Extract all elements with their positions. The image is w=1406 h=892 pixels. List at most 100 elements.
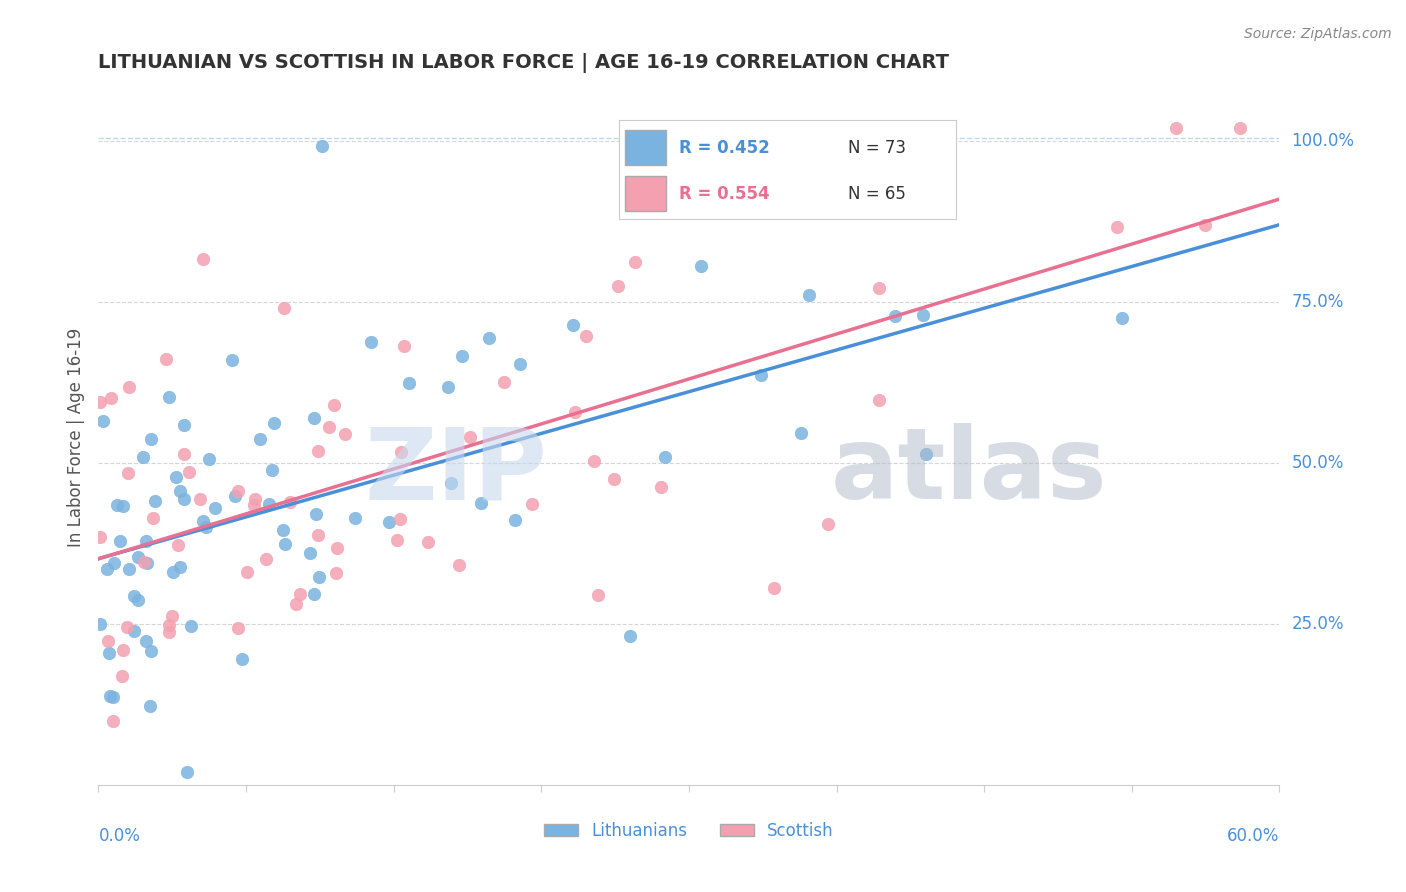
- Point: [191, 514, 214, 528]
- Point: [392, 339, 415, 353]
- Text: 25.0%: 25.0%: [1291, 615, 1344, 633]
- Point: [564, 405, 586, 419]
- Point: [416, 534, 439, 549]
- Point: [195, 519, 218, 533]
- Point: [173, 491, 195, 506]
- Point: [135, 634, 157, 648]
- Point: [883, 309, 905, 323]
- Point: [619, 629, 641, 643]
- Point: [122, 624, 145, 639]
- Point: [249, 432, 271, 446]
- Point: [325, 566, 347, 580]
- Point: [177, 465, 200, 479]
- Text: atlas: atlas: [831, 424, 1108, 520]
- Text: 60.0%: 60.0%: [1227, 827, 1279, 845]
- Point: [1111, 311, 1133, 326]
- Point: [607, 279, 630, 293]
- Point: [180, 619, 202, 633]
- Point: [257, 498, 280, 512]
- Y-axis label: In Labor Force | Age 16-19: In Labor Force | Age 16-19: [66, 327, 84, 547]
- Point: [228, 484, 250, 499]
- Text: 50.0%: 50.0%: [1291, 454, 1344, 472]
- Legend: Lithuanians, Scottish: Lithuanians, Scottish: [537, 815, 841, 847]
- Point: [343, 510, 366, 524]
- Point: [387, 533, 409, 548]
- Point: [1229, 120, 1251, 135]
- Point: [243, 498, 266, 512]
- Point: [307, 443, 329, 458]
- Point: [440, 476, 463, 491]
- Point: [110, 534, 132, 549]
- Point: [221, 352, 243, 367]
- Point: [1164, 120, 1187, 135]
- Point: [260, 463, 283, 477]
- Bar: [626, 177, 666, 211]
- Text: R = 0.554: R = 0.554: [679, 185, 770, 203]
- Text: LITHUANIAN VS SCOTTISH IN LABOR FORCE | AGE 16-19 CORRELATION CHART: LITHUANIAN VS SCOTTISH IN LABOR FORCE | …: [98, 54, 949, 73]
- Point: [117, 620, 139, 634]
- Point: [254, 552, 277, 566]
- Text: ZIP: ZIP: [364, 424, 547, 520]
- Point: [492, 375, 515, 389]
- Point: [749, 368, 772, 383]
- Point: [450, 349, 472, 363]
- Point: [139, 698, 162, 713]
- Point: [562, 318, 585, 333]
- Point: [360, 334, 382, 349]
- Point: [162, 566, 184, 580]
- Point: [101, 714, 124, 729]
- Point: [308, 570, 330, 584]
- Point: [1194, 218, 1216, 232]
- Point: [157, 618, 180, 632]
- Point: [868, 393, 890, 408]
- Point: [166, 537, 188, 551]
- Point: [91, 414, 114, 428]
- Bar: [626, 130, 666, 164]
- Point: [799, 288, 821, 302]
- Point: [131, 450, 153, 465]
- Text: Source: ZipAtlas.com: Source: ZipAtlas.com: [1244, 27, 1392, 41]
- Point: [127, 549, 149, 564]
- Point: [311, 139, 333, 153]
- Point: [1107, 220, 1129, 235]
- Point: [470, 496, 492, 510]
- Point: [135, 557, 157, 571]
- Point: [155, 351, 177, 366]
- Point: [89, 530, 111, 544]
- Point: [271, 523, 294, 537]
- Point: [97, 633, 120, 648]
- Point: [274, 537, 297, 551]
- Point: [333, 427, 356, 442]
- Point: [190, 492, 212, 507]
- Point: [124, 589, 146, 603]
- Point: [98, 690, 121, 704]
- Point: [458, 430, 481, 444]
- Point: [509, 358, 531, 372]
- Point: [582, 454, 605, 468]
- Point: [389, 512, 412, 526]
- Point: [304, 508, 326, 522]
- Point: [449, 558, 471, 572]
- Point: [243, 491, 266, 506]
- Point: [157, 625, 180, 640]
- Point: [98, 646, 121, 660]
- Point: [89, 395, 111, 409]
- Point: [191, 252, 214, 266]
- Point: [603, 471, 626, 485]
- Point: [588, 588, 610, 602]
- Point: [127, 592, 149, 607]
- Point: [135, 534, 157, 549]
- Point: [134, 555, 156, 569]
- Point: [650, 480, 672, 494]
- Point: [263, 416, 285, 430]
- Point: [288, 587, 311, 601]
- Point: [302, 587, 325, 601]
- Point: [790, 425, 813, 440]
- Point: [118, 562, 141, 576]
- Point: [654, 450, 676, 464]
- Point: [575, 329, 598, 343]
- Point: [689, 259, 711, 273]
- Point: [503, 513, 526, 527]
- Point: [624, 255, 647, 269]
- Point: [111, 669, 134, 683]
